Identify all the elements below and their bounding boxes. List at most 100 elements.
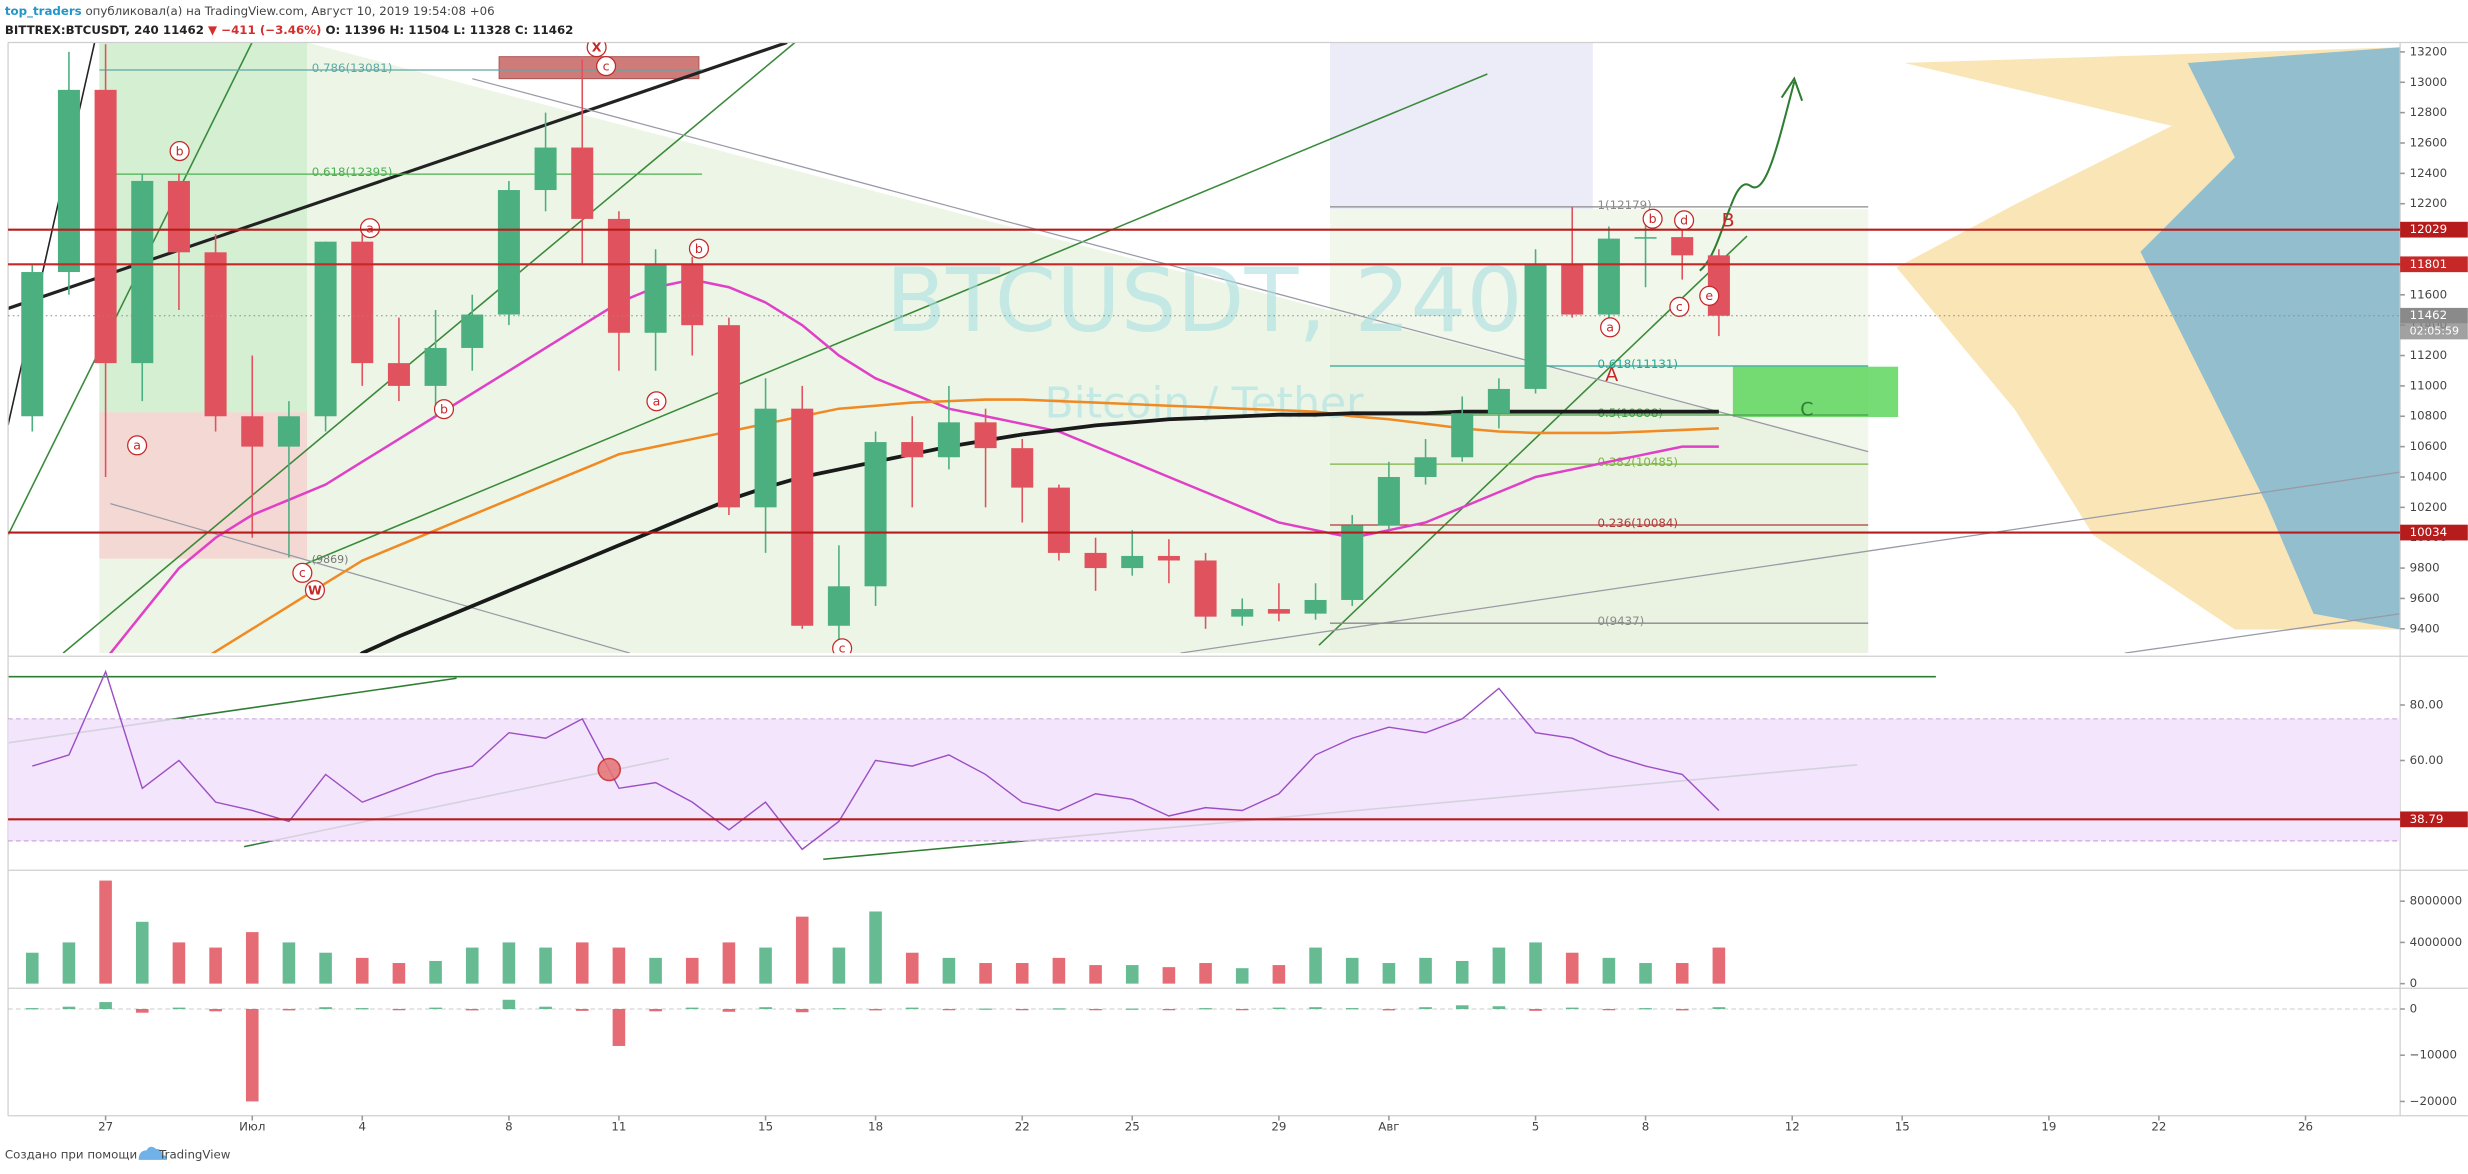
volume-bar xyxy=(502,942,516,984)
y-tick-label: −20000 xyxy=(2410,1094,2457,1108)
volume-bar xyxy=(465,947,479,984)
x-tick-label: 22 xyxy=(1015,1119,1030,1133)
candle-body xyxy=(351,241,374,364)
wave-label: b xyxy=(440,401,448,416)
volume-bar xyxy=(245,932,259,984)
fib-label: 0.618(12395) xyxy=(312,165,393,179)
oscillator-bar xyxy=(649,1009,662,1012)
volume-bar xyxy=(1419,957,1432,984)
wave-label: c xyxy=(299,565,306,580)
watermark-title: BTCUSDT, 240 xyxy=(886,249,1523,352)
price-badge-label: 11462 xyxy=(2410,308,2448,322)
oscillator-bar xyxy=(1125,1008,1139,1010)
x-tick-label: 19 xyxy=(2041,1119,2056,1133)
ohlc: O: 11396 H: 11504 L: 11328 C: 11462 xyxy=(326,22,574,36)
oscillator-bar xyxy=(1712,1007,1726,1010)
oscillator-bar xyxy=(465,1009,479,1011)
y-tick-label: 10800 xyxy=(2410,409,2448,423)
x-tick-label: 11 xyxy=(611,1119,626,1133)
candle-body xyxy=(1377,476,1400,526)
oscillator-bar xyxy=(942,1009,956,1011)
candle-body xyxy=(974,422,997,449)
candle-body xyxy=(1341,525,1364,600)
change: ▼ −411 (−3.46%) xyxy=(208,22,321,36)
oscillator-bar xyxy=(1639,1008,1652,1010)
volume-bar xyxy=(1235,968,1249,984)
x-tick-label: 8 xyxy=(505,1119,513,1133)
volume-bar xyxy=(1052,957,1066,984)
oscillator-bar xyxy=(1419,1007,1432,1010)
price-badge xyxy=(2400,256,2468,273)
wave-label: a xyxy=(133,438,141,453)
rsi-band xyxy=(8,718,2401,841)
x-tick-label: 22 xyxy=(2151,1119,2166,1133)
volume-bar xyxy=(832,947,846,984)
wave-label: C xyxy=(1800,398,1813,420)
y-tick-label: 10400 xyxy=(2410,469,2448,483)
fib-label: 0.236(10084) xyxy=(1598,516,1679,530)
wave-circle xyxy=(169,141,190,162)
oscillator-bar xyxy=(355,1008,369,1010)
oscillator-bar xyxy=(1529,1009,1542,1011)
oscillator-bar xyxy=(1052,1008,1066,1010)
price-badge-label: 11801 xyxy=(2410,257,2448,271)
fib-label: 0.618(11131) xyxy=(1598,357,1679,371)
candle-body xyxy=(1231,609,1254,617)
volume-bar xyxy=(649,957,662,984)
wave-circle xyxy=(1699,285,1720,306)
wave-circle xyxy=(688,238,710,259)
volume-bar xyxy=(355,957,369,984)
x-tick-label: 18 xyxy=(868,1119,883,1133)
volume-bar xyxy=(1089,965,1102,984)
oscillator-bar xyxy=(759,1007,772,1010)
trend-line xyxy=(62,42,796,654)
footer: Создано при помощи TradingView xyxy=(5,1146,231,1162)
candle-body xyxy=(1084,552,1107,569)
y-tick-label: 60.00 xyxy=(2410,753,2444,767)
candle-body xyxy=(644,264,667,333)
wave-label: b xyxy=(1649,211,1657,226)
candle-body xyxy=(1121,555,1144,569)
symbol-line: BITTREX:BTCUSDT, 240 11462 ▼ −411 (−3.46… xyxy=(5,22,573,36)
y-tick-label: 9600 xyxy=(2410,591,2440,605)
volume-bar xyxy=(429,960,442,984)
signal-dot xyxy=(597,757,622,782)
header-line: top_traders опубликовал(а) на TradingVie… xyxy=(5,4,495,19)
volume-bar xyxy=(759,947,772,984)
oscillator-bar xyxy=(1199,1008,1212,1010)
y-tick-label: 12600 xyxy=(2410,135,2448,149)
rsi-panel xyxy=(8,669,2401,851)
logo[interactable] xyxy=(138,1146,168,1160)
candle-body xyxy=(1524,264,1547,389)
moving-average xyxy=(108,278,1719,654)
annotation: (9869) xyxy=(312,553,349,566)
volume-bar xyxy=(1639,963,1652,984)
candle-body xyxy=(131,180,154,364)
volume-bar xyxy=(1125,965,1139,984)
fib-label: 1(12179) xyxy=(1598,198,1652,212)
x-tick-label: Июл xyxy=(239,1119,265,1133)
brand[interactable]: TradingView xyxy=(158,1148,231,1162)
volume-bar xyxy=(979,963,992,984)
volume-bar xyxy=(1565,952,1579,984)
candle-body xyxy=(241,416,264,447)
y-tick-label: 9800 xyxy=(2410,561,2440,575)
price-panel: BTCUSDT, 240 Bitcoin / Tether 0.786(13081)… xyxy=(21,42,1869,654)
trend-line xyxy=(2124,613,2401,654)
wave-label: a xyxy=(366,220,374,235)
oscillator-bar xyxy=(319,1007,332,1010)
author[interactable]: top_traders xyxy=(5,4,82,19)
fib-label: 0.382(10485) xyxy=(1598,455,1679,469)
trend-line xyxy=(110,502,630,654)
candle-body xyxy=(1451,413,1474,458)
volume-bar xyxy=(209,947,222,984)
y-tick-label: 0 xyxy=(2410,976,2418,990)
price-badge xyxy=(2400,307,2468,324)
y-tick-label: −10000 xyxy=(2410,1048,2457,1062)
candle-body xyxy=(791,408,814,626)
wave-circle xyxy=(433,399,455,420)
y-tick-label: 80.00 xyxy=(2410,697,2444,711)
volume-bar xyxy=(869,911,882,984)
volume-bar xyxy=(1675,963,1689,984)
